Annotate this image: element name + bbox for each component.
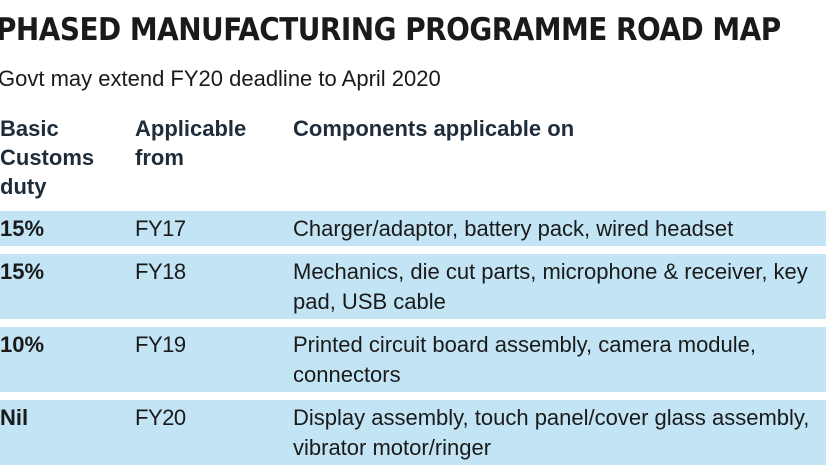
table-cell: Charger/adaptor, battery pack, wired hea… (293, 216, 734, 241)
table-cell: Nil (0, 405, 29, 430)
subtitle: Govt may extend FY20 deadline to April 2… (0, 66, 441, 91)
column-header: Basic Customs duty (0, 116, 95, 199)
table-row: Nil FY20 Display assembly, touch panel/cov… (0, 400, 826, 465)
header-row: Basic Customs duty Applicable from Compo… (0, 114, 826, 201)
title: PHASED MANUFACTURING PROGRAMME ROAD MAP (0, 12, 781, 48)
table: Basic Customs duty Applicable from Compo… (0, 114, 826, 465)
table-cell: 15% (0, 259, 45, 284)
table-cell: 10% (0, 332, 45, 357)
table-row: 15% FY17 Charger/adaptor, battery pack, wi… (0, 211, 826, 246)
table-row: 15% FY18 Mechanics, die cut parts, microph… (0, 254, 826, 319)
table-cell: Printed circuit board assembly, camera m… (293, 332, 757, 387)
table-cell: FY20 (135, 405, 186, 430)
table-cell: 15% (0, 216, 45, 241)
column-header: Components applicable on (293, 116, 575, 141)
table-cell: FY17 (135, 216, 186, 241)
table-cell: Mechanics, die cut parts, microphone & r… (293, 259, 808, 314)
table-cell: Display assembly, touch panel/cover glas… (293, 405, 810, 460)
table-row: 10% FY19 Printed circuit board assembly, c… (0, 327, 826, 392)
column-header: Applicable from (135, 116, 247, 170)
table-cell: FY19 (135, 332, 186, 357)
table-cell: FY18 (135, 259, 186, 284)
